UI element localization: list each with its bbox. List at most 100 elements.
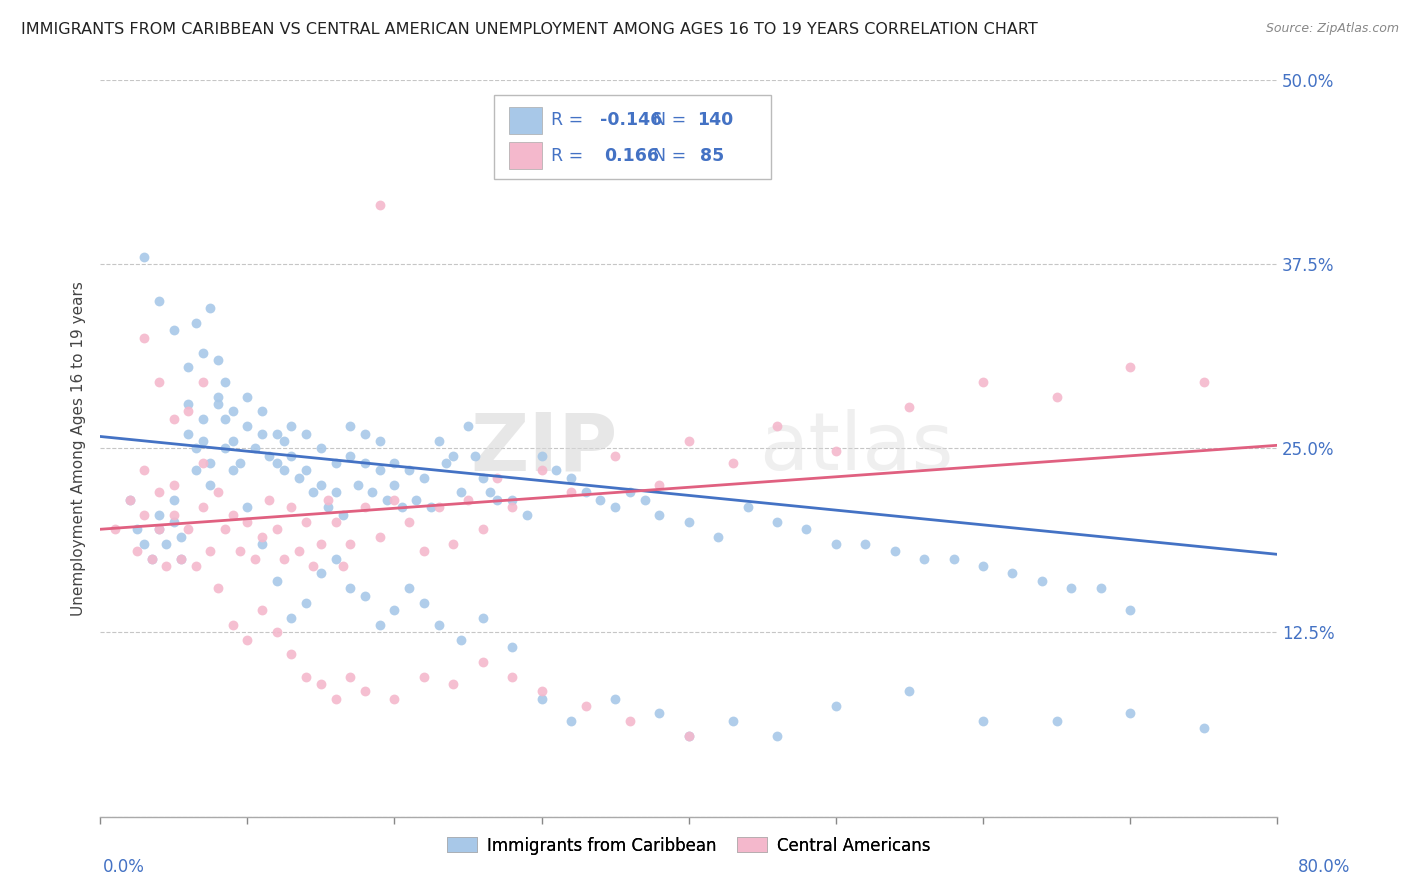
Point — [501, 640, 523, 654]
Point — [486, 471, 509, 485]
Point — [236, 390, 259, 404]
Point — [1045, 390, 1067, 404]
Point — [560, 471, 582, 485]
Point — [471, 471, 494, 485]
Point — [457, 492, 479, 507]
Point — [207, 352, 229, 367]
Point — [883, 544, 905, 558]
Point — [501, 500, 523, 515]
Point — [148, 485, 170, 500]
Point — [824, 699, 846, 714]
Point — [295, 426, 318, 441]
Text: 80.0%: 80.0% — [1298, 858, 1350, 876]
Point — [266, 426, 288, 441]
Point — [1090, 581, 1112, 595]
Point — [441, 537, 464, 551]
Point — [824, 537, 846, 551]
Point — [259, 492, 281, 507]
Point — [332, 559, 354, 574]
Point — [398, 581, 420, 595]
Point — [184, 442, 207, 456]
Point — [325, 551, 347, 566]
Point — [302, 485, 325, 500]
Point — [471, 610, 494, 624]
Point — [648, 478, 671, 492]
Point — [280, 648, 302, 662]
Point — [501, 492, 523, 507]
Point — [200, 544, 222, 558]
Point — [316, 500, 339, 515]
Point — [721, 714, 744, 728]
Point — [148, 522, 170, 536]
Point — [125, 544, 148, 558]
Point — [441, 449, 464, 463]
Point — [721, 456, 744, 470]
Point — [972, 375, 994, 389]
Point — [191, 434, 214, 448]
Point — [191, 456, 214, 470]
Point — [501, 670, 523, 684]
Point — [200, 456, 222, 470]
Point — [619, 714, 641, 728]
Point — [309, 478, 332, 492]
Point — [325, 485, 347, 500]
Point — [118, 492, 141, 507]
Point — [170, 530, 193, 544]
Legend: Immigrants from Caribbean, Central Americans: Immigrants from Caribbean, Central Ameri… — [440, 830, 936, 862]
Point — [575, 485, 598, 500]
Point — [434, 456, 457, 470]
Point — [148, 522, 170, 536]
Point — [486, 492, 509, 507]
Text: 0.0%: 0.0% — [103, 858, 145, 876]
Point — [170, 551, 193, 566]
Point — [207, 485, 229, 500]
Point — [471, 522, 494, 536]
Point — [737, 500, 759, 515]
Point — [163, 323, 186, 337]
Point — [309, 677, 332, 691]
Point — [229, 544, 252, 558]
Point — [309, 537, 332, 551]
Text: Source: ZipAtlas.com: Source: ZipAtlas.com — [1265, 22, 1399, 36]
Point — [273, 551, 295, 566]
Point — [972, 714, 994, 728]
Point — [184, 559, 207, 574]
Point — [141, 551, 163, 566]
Point — [1119, 360, 1142, 375]
Point — [280, 500, 302, 515]
Point — [104, 522, 127, 536]
Point — [339, 581, 361, 595]
Point — [605, 691, 627, 706]
Point — [177, 397, 200, 411]
Point — [163, 515, 186, 529]
Point — [155, 559, 177, 574]
Point — [191, 375, 214, 389]
Point — [148, 293, 170, 308]
Point — [214, 522, 236, 536]
Point — [516, 508, 538, 522]
Point — [1119, 706, 1142, 721]
Point — [368, 198, 391, 212]
Point — [354, 589, 377, 603]
Point — [163, 508, 186, 522]
Point — [678, 434, 700, 448]
Point — [266, 522, 288, 536]
Point — [273, 463, 295, 477]
Point — [412, 670, 434, 684]
Text: R =: R = — [551, 112, 589, 129]
Point — [354, 426, 377, 441]
Point — [346, 478, 368, 492]
Text: R =: R = — [551, 146, 595, 165]
Point — [207, 397, 229, 411]
Point — [412, 471, 434, 485]
Point — [155, 537, 177, 551]
Point — [214, 375, 236, 389]
Y-axis label: Unemployment Among Ages 16 to 19 years: Unemployment Among Ages 16 to 19 years — [72, 281, 86, 615]
Point — [259, 449, 281, 463]
Point — [266, 625, 288, 640]
Point — [530, 684, 553, 698]
Text: -0.146: -0.146 — [600, 112, 662, 129]
Point — [560, 485, 582, 500]
Text: N =: N = — [654, 146, 697, 165]
Point — [707, 530, 730, 544]
